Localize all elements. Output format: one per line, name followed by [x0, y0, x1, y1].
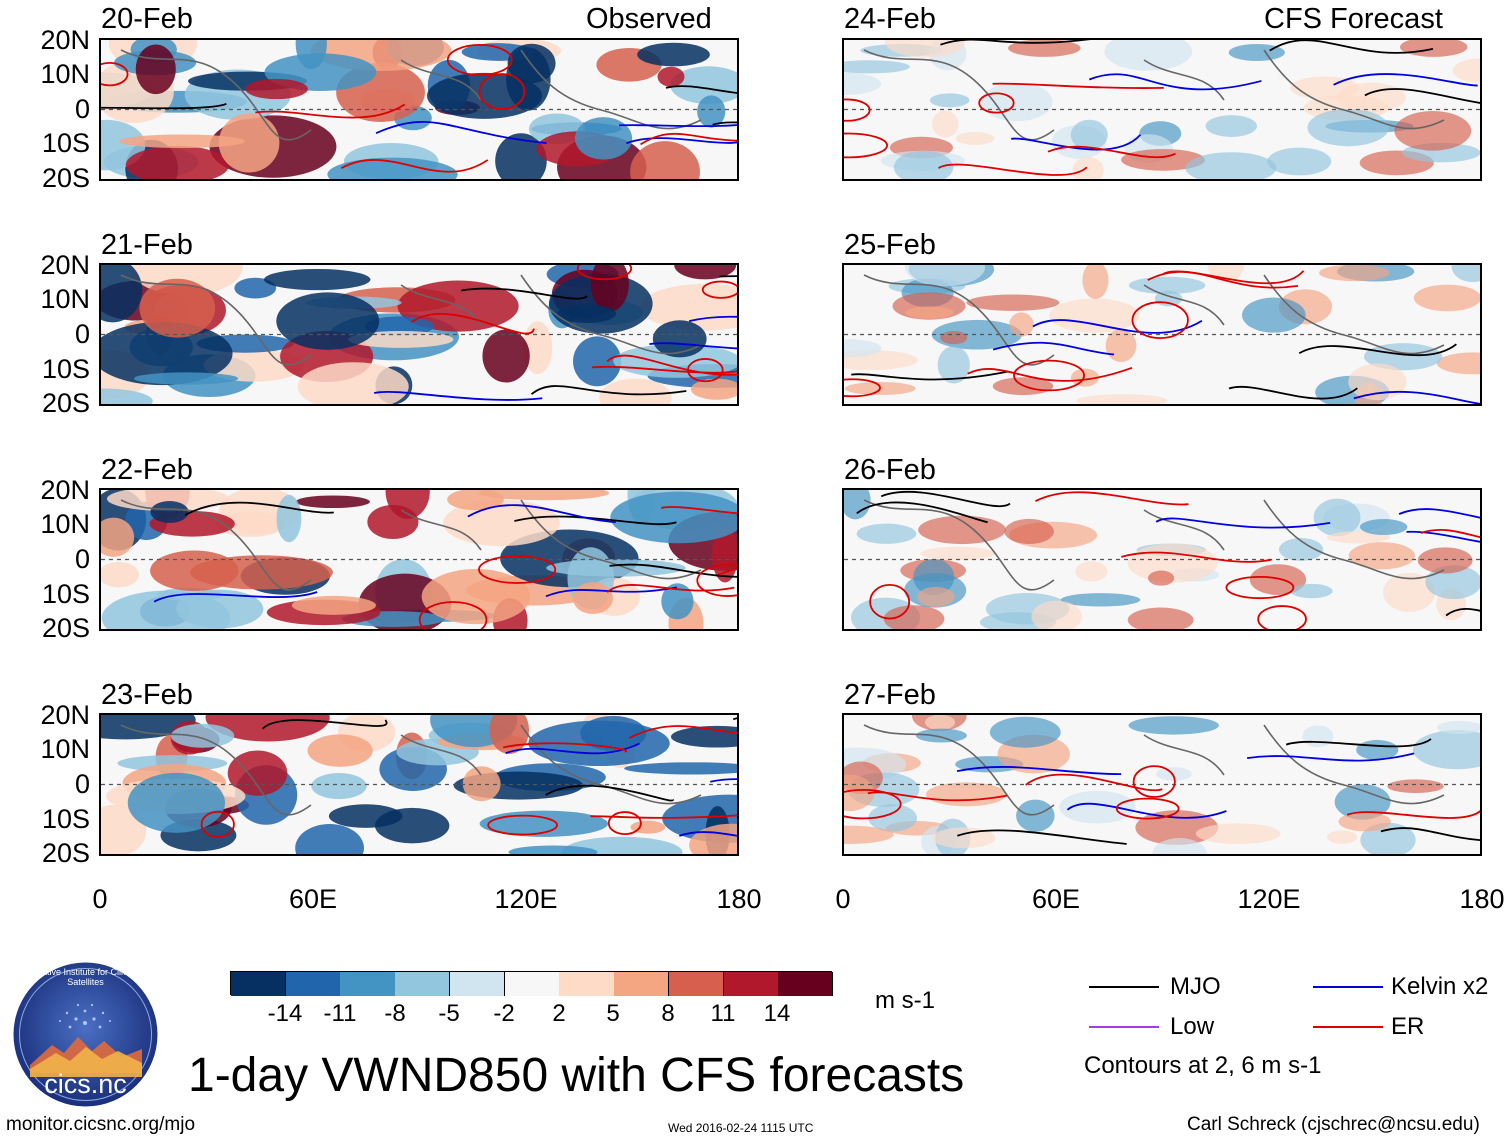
logo-icon — [13, 962, 158, 1107]
colorbar-tick: 11 — [710, 1000, 736, 1027]
lat-tick: 10N — [40, 284, 90, 314]
legend-kelvin-line — [1313, 986, 1383, 988]
lat-tick: 10S — [41, 804, 90, 834]
colorbar-swatch — [231, 972, 287, 996]
map-panel — [99, 488, 739, 631]
figure-title: 1-day VWND850 with CFS forecasts — [188, 1049, 965, 1102]
logo-text: cics.nc — [44, 1069, 127, 1099]
lon-tick: 120E — [1237, 884, 1301, 914]
colorbar-swatch — [559, 972, 615, 996]
map-panel — [99, 263, 739, 406]
panel-date: 20-Feb — [101, 3, 193, 35]
legend-mjo-label: MJO — [1170, 973, 1221, 1000]
lon-tick: 0 — [835, 884, 851, 914]
colorbar-tick: 2 — [552, 1000, 566, 1027]
logo-arc-text: Cooperative Institute for Climate and Sa… — [12, 967, 159, 987]
panel-date: 22-Feb — [101, 454, 193, 486]
colorbar-swatch — [504, 972, 560, 996]
lat-tick: 0 — [74, 544, 90, 574]
lat-tick: 0 — [74, 769, 90, 799]
colorbar-tick: -14 — [267, 1000, 303, 1027]
colorbar-tick: 14 — [763, 1000, 791, 1027]
legend-low-line — [1089, 1026, 1159, 1028]
legend-low-label: Low — [1170, 1013, 1215, 1040]
contour-note: Contours at 2, 6 m s-1 — [1084, 1052, 1322, 1079]
map-panel — [842, 488, 1482, 631]
colorbar-tick: -5 — [438, 1000, 460, 1027]
cics-logo: Cooperative Institute for Climate and Sa… — [12, 961, 159, 1108]
map-panel — [99, 38, 739, 181]
colorbar-swatch — [723, 972, 779, 996]
lat-tick: 20S — [41, 838, 90, 868]
footer-credit: Carl Schreck (cjschrec@ncsu.edu) — [1187, 1114, 1480, 1135]
colorbar-tick: 8 — [661, 1000, 675, 1027]
map-panel — [842, 38, 1482, 181]
lat-tick: 20N — [40, 250, 90, 280]
legend-mjo-line — [1089, 986, 1159, 988]
colorbar-swatch — [449, 972, 506, 996]
lat-tick: 20N — [40, 700, 90, 730]
footer-url: monitor.cicsnc.org/mjo — [6, 1114, 196, 1135]
lon-tick: 180 — [716, 884, 762, 914]
colorbar-swatch — [340, 972, 396, 996]
map-panel — [842, 263, 1482, 406]
lon-tick: 60E — [288, 884, 338, 914]
lat-tick: 20N — [40, 475, 90, 505]
panel-date: 21-Feb — [101, 229, 193, 261]
lon-tick: 180 — [1459, 884, 1505, 914]
panel-date: 23-Feb — [101, 679, 193, 711]
panel-date: 25-Feb — [844, 229, 936, 261]
lat-tick: 10N — [40, 734, 90, 764]
lon-tick: 60E — [1031, 884, 1081, 914]
legend-kelvin-label: Kelvin x2 — [1391, 973, 1489, 1000]
lat-tick: 10N — [40, 59, 90, 89]
lat-tick: 10S — [41, 579, 90, 609]
lat-tick: 20N — [40, 25, 90, 55]
footer-timestamp: Wed 2016-02-24 1115 UTC — [668, 1121, 814, 1135]
lat-tick: 10S — [41, 128, 90, 158]
colorbar-tick: -2 — [493, 1000, 515, 1027]
lat-tick: 10S — [41, 354, 90, 384]
lon-tick: 120E — [494, 884, 558, 914]
panel-date: 26-Feb — [844, 454, 936, 486]
forecast-label: CFS Forecast — [1264, 3, 1443, 35]
lat-tick: 0 — [74, 319, 90, 349]
lat-tick: 20S — [41, 613, 90, 643]
lat-tick: 10N — [40, 509, 90, 539]
colorbar-swatch — [614, 972, 670, 996]
colorbar-swatch — [395, 972, 451, 996]
colorbar-swatch — [778, 972, 834, 996]
legend-er-label: ER — [1391, 1013, 1425, 1040]
colorbar-swatch — [668, 972, 725, 996]
observed-label: Observed — [586, 3, 712, 35]
map-panel — [99, 713, 739, 856]
colorbar-tick: 5 — [606, 1000, 620, 1027]
panel-date: 24-Feb — [844, 3, 936, 35]
colorbar — [230, 971, 834, 996]
colorbar-tick: -8 — [384, 1000, 406, 1027]
lat-tick: 20S — [41, 163, 90, 193]
legend-er-line — [1313, 1026, 1383, 1028]
lat-tick: 20S — [41, 388, 90, 418]
lon-tick: 0 — [92, 884, 108, 914]
lat-tick: 0 — [74, 94, 90, 124]
panel-date: 27-Feb — [844, 679, 936, 711]
colorbar-tick: -11 — [323, 1000, 357, 1027]
map-panel — [842, 713, 1482, 856]
colorbar-swatch — [285, 972, 341, 996]
colorbar-units: m s-1 — [875, 987, 935, 1014]
